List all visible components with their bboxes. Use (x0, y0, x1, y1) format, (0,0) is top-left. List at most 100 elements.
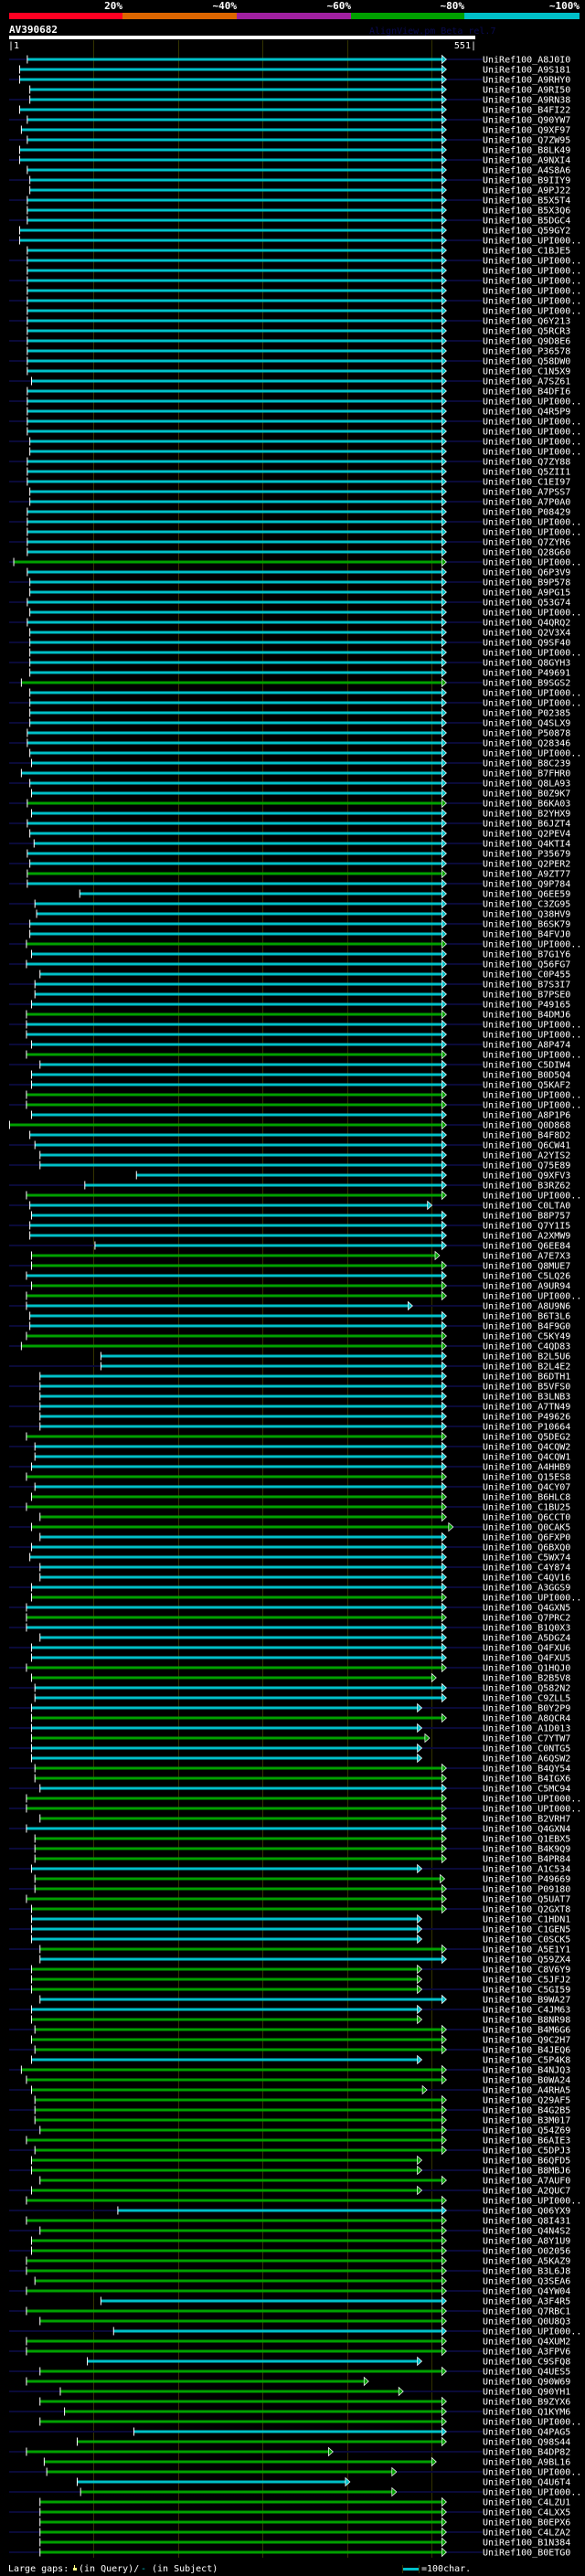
alignment-bar[interactable] (26, 1475, 442, 1479)
alignment-bar[interactable] (31, 2018, 418, 2021)
alignment-bar[interactable] (26, 1827, 442, 1830)
alignment-row[interactable]: UniRef100_Q4N4S2 (9, 2225, 570, 2237)
subject-label[interactable]: UniRef100_Q9C2H7 (483, 2036, 570, 2046)
alignment-row[interactable]: UniRef100_C4QV16 (39, 1572, 570, 1584)
subject-label[interactable]: UniRef100_B4G2B5 (483, 2106, 570, 2116)
subject-label[interactable]: UniRef100_C1HDN1 (483, 1915, 570, 1925)
subject-label[interactable]: UniRef100_Q90YH1 (483, 2388, 570, 2398)
alignment-row[interactable]: UniRef100_Q7PRC2 (26, 1612, 570, 1624)
alignment-row[interactable]: UniRef100_Q54Z69 (9, 2125, 570, 2136)
alignment-row[interactable]: UniRef100_UPI000.. (9, 516, 581, 528)
alignment-row[interactable]: UniRef100_A2YIS2 (39, 1150, 570, 1161)
alignment-row[interactable]: UniRef100_C3ZG95 (9, 898, 570, 910)
alignment-bar[interactable] (29, 490, 442, 493)
alignment-bar[interactable] (39, 1565, 442, 1569)
subject-label[interactable]: UniRef100_A9UR94 (483, 1282, 570, 1292)
subject-label[interactable]: UniRef100_Q2GXT8 (483, 1905, 570, 1915)
alignment-bar[interactable] (29, 188, 442, 192)
alignment-bar[interactable] (101, 1354, 442, 1358)
alignment-bar[interactable] (21, 681, 442, 684)
alignment-bar[interactable] (31, 1726, 418, 1730)
alignment-bar[interactable] (35, 2048, 442, 2051)
alignment-row[interactable]: UniRef100_B8MBJ6 (9, 2165, 570, 2177)
alignment-bar[interactable] (27, 741, 442, 745)
alignment-bar[interactable] (39, 2369, 442, 2373)
alignment-row[interactable]: UniRef100_A9ZT77 (27, 868, 570, 880)
alignment-bar[interactable] (29, 932, 442, 936)
subject-label[interactable]: UniRef100_UPI000.. (483, 418, 581, 428)
alignment-row[interactable]: UniRef100_Q58DW0 (9, 355, 570, 367)
alignment-row[interactable]: UniRef100_B8NR98 (30, 2014, 570, 2026)
alignment-bar[interactable] (101, 1364, 442, 1368)
subject-label[interactable]: UniRef100_C8V6Y9 (483, 1966, 570, 1976)
alignment-row[interactable]: UniRef100_B4F8D2 (29, 1129, 570, 1141)
subject-label[interactable]: UniRef100_C5LQ26 (483, 1272, 570, 1282)
alignment-row[interactable]: UniRef100_A9PG15 (29, 587, 570, 599)
subject-label[interactable]: UniRef100_Q58DW0 (483, 357, 570, 367)
alignment-bar[interactable] (27, 279, 442, 282)
alignment-bar[interactable] (35, 1455, 442, 1458)
alignment-row[interactable]: UniRef100_C5LQ26 (26, 1270, 570, 1282)
subject-label[interactable]: UniRef100_Q6CW41 (483, 1141, 570, 1151)
subject-label[interactable]: UniRef100_A2QUC7 (483, 2187, 570, 2197)
subject-label[interactable]: UniRef100_B3RZ62 (483, 1182, 570, 1192)
alignment-bar[interactable] (39, 2520, 442, 2524)
alignment-bar[interactable] (26, 1023, 442, 1026)
alignment-bar[interactable] (21, 2068, 442, 2072)
alignment-row[interactable]: UniRef100_Q4YW04 (9, 2285, 570, 2297)
alignment-row[interactable]: UniRef100_B6HLC8 (30, 1491, 570, 1503)
alignment-row[interactable]: UniRef100_Q1KYM6 (9, 2406, 570, 2418)
alignment-bar[interactable] (26, 1012, 442, 1016)
alignment-bar[interactable] (35, 1847, 442, 1850)
alignment-bar[interactable] (29, 1324, 442, 1328)
alignment-bar[interactable] (26, 2269, 442, 2273)
subject-label[interactable]: UniRef100_B1Q0X3 (483, 1624, 570, 1634)
subject-label[interactable]: UniRef100_C7YTW7 (483, 1734, 570, 1744)
alignment-bar[interactable] (39, 2550, 442, 2554)
subject-label[interactable]: UniRef100_B1N384 (483, 2539, 570, 2549)
subject-label[interactable]: UniRef100_B6SK79 (483, 920, 570, 930)
alignment-row[interactable]: UniRef100_Q2GXT8 (9, 1903, 570, 1915)
alignment-bar[interactable] (31, 761, 442, 765)
alignment-bar[interactable] (39, 2510, 442, 2514)
alignment-bar[interactable] (31, 1927, 418, 1931)
subject-label[interactable]: UniRef100_UPI000.. (483, 940, 581, 950)
alignment-bar[interactable] (29, 862, 442, 865)
subject-label[interactable]: UniRef100_C9SFQ8 (483, 2358, 570, 2368)
alignment-row[interactable]: UniRef100_C1N5X9 (27, 366, 570, 377)
alignment-bar[interactable] (26, 2078, 442, 2082)
alignment-row[interactable]: UniRef100_UPI000.. (26, 2195, 581, 2207)
alignment-row[interactable]: UniRef100_Q9C2H7 (30, 2034, 570, 2046)
alignment-row[interactable]: UniRef100_Q4CQW2 (9, 1441, 570, 1453)
subject-label[interactable]: UniRef100_B4JEQ6 (483, 2046, 570, 2056)
alignment-row[interactable]: UniRef100_UPI000.. (29, 747, 581, 759)
subject-label[interactable]: UniRef100_Q5DEG2 (483, 1433, 570, 1443)
alignment-bar[interactable] (27, 349, 442, 353)
subject-label[interactable]: UniRef100_Q4YW04 (483, 2287, 570, 2297)
alignment-bar[interactable] (39, 1425, 442, 1428)
subject-label[interactable]: UniRef100_UPI000.. (483, 528, 581, 538)
alignment-bar[interactable] (26, 1274, 442, 1277)
alignment-bar[interactable] (31, 1002, 442, 1006)
subject-label[interactable]: UniRef100_UPI000.. (483, 689, 581, 699)
subject-label[interactable]: UniRef100_C4LZA2 (483, 2528, 570, 2539)
alignment-bar[interactable] (39, 1415, 442, 1418)
subject-label[interactable]: UniRef100_B4F8D2 (483, 1131, 570, 1141)
alignment-row[interactable]: UniRef100_P49669 (34, 1873, 571, 1885)
alignment-bar[interactable] (31, 1867, 418, 1871)
alignment-row[interactable]: UniRef100_Q90W69 (26, 2376, 570, 2388)
alignment-bar[interactable] (37, 912, 442, 916)
subject-label[interactable]: UniRef100_Q6Y213 (483, 317, 570, 327)
alignment-bar[interactable] (133, 2430, 442, 2433)
subject-label[interactable]: UniRef100_A9RHY0 (483, 76, 570, 86)
subject-label[interactable]: UniRef100_A2YIS2 (483, 1151, 570, 1161)
subject-label[interactable]: UniRef100_B5X3Q6 (483, 207, 570, 217)
alignment-row[interactable]: UniRef100_Q90YH1 (9, 2386, 570, 2398)
alignment-row[interactable]: UniRef100_UPI000.. (26, 1290, 581, 1302)
alignment-row[interactable]: UniRef100_B4F9G0 (9, 1320, 570, 1332)
alignment-bar[interactable] (21, 128, 442, 132)
subject-label[interactable]: UniRef100_UPI000.. (483, 1292, 581, 1302)
subject-label[interactable]: UniRef100_C1EI97 (483, 478, 570, 488)
alignment-row[interactable]: UniRef100_C1HDN1 (30, 1913, 570, 1925)
alignment-bar[interactable] (35, 2148, 442, 2152)
